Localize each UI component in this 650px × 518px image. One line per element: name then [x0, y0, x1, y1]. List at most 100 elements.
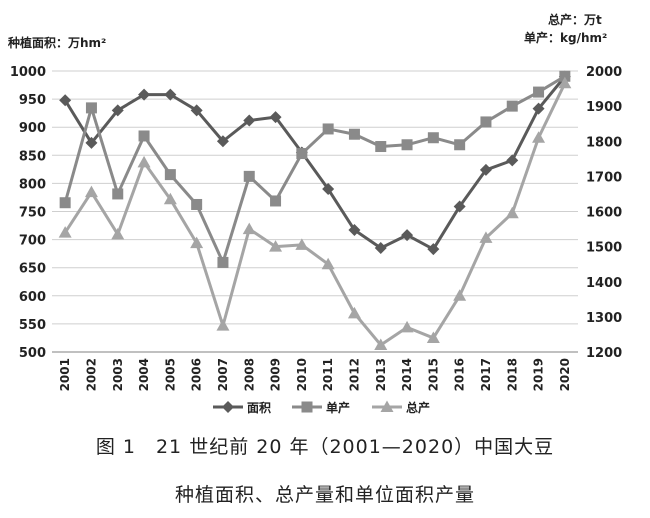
grid: [52, 70, 578, 353]
data-point-triangle: [558, 76, 572, 89]
data-point-triangle: [321, 257, 335, 270]
left-tick-label: 750: [19, 206, 46, 221]
data-point-diamond: [374, 242, 387, 255]
x-tick-label: 2008: [242, 358, 256, 391]
legend-label: 总产: [406, 400, 430, 415]
data-point-square: [138, 130, 150, 142]
data-point-diamond: [243, 114, 256, 127]
data-point-diamond: [348, 224, 361, 237]
x-tick-label: 2011: [321, 358, 335, 391]
data-point-triangle: [532, 131, 546, 143]
data-point-diamond: [216, 135, 229, 148]
right-tick-label: 1900: [586, 100, 622, 115]
data-point-triangle: [380, 400, 394, 412]
data-point-square: [243, 170, 255, 182]
left-tick-label: 850: [19, 149, 46, 164]
series-layer: [58, 70, 572, 350]
left-axis-ticks: 500 550 600 650 700 750 800 850 900 950 1000: [10, 65, 46, 361]
data-point-square: [454, 139, 466, 151]
x-tick-label: 2006: [190, 358, 204, 391]
x-tick-label: 2001: [58, 358, 72, 391]
data-point-square: [375, 141, 387, 153]
right-tick-label: 1500: [586, 241, 622, 256]
right-tick-label: 2000: [586, 65, 622, 80]
data-point-square: [480, 116, 492, 128]
data-point-triangle: [374, 338, 388, 350]
data-point-triangle: [479, 231, 493, 243]
x-tick-label: 2007: [216, 358, 230, 391]
legend-label: 单产: [326, 400, 350, 415]
legend: 面积 单产 总产: [213, 400, 430, 415]
x-tick-label: 2019: [532, 358, 546, 391]
right-axis-title-production: 总产：万t: [548, 12, 602, 27]
series-square: [59, 70, 571, 268]
series-triangle: [58, 76, 572, 350]
data-point-square: [191, 198, 203, 210]
x-tick-label: 2002: [84, 358, 98, 391]
left-tick-label: 1000: [10, 65, 46, 80]
data-point-diamond: [453, 200, 466, 213]
x-tick-label: 2015: [426, 358, 440, 391]
right-tick-label: 1400: [586, 276, 622, 291]
data-point-square: [506, 100, 518, 112]
data-point-triangle: [84, 185, 98, 198]
x-axis-ticks: 2001 2002 2003 2004 2005 2006 2007 2008 2009 2010…: [58, 358, 572, 391]
legend-item: 面积: [213, 400, 271, 415]
left-tick-label: 500: [19, 346, 46, 361]
right-tick-label: 1700: [586, 170, 622, 185]
data-point-triangle: [111, 227, 125, 240]
x-tick-label: 2017: [479, 358, 493, 391]
x-tick-label: 2016: [453, 358, 467, 391]
data-point-square: [85, 102, 97, 114]
data-point-square: [322, 123, 334, 135]
data-point-triangle: [137, 155, 151, 168]
data-point-square: [401, 139, 413, 151]
data-point-square: [164, 169, 176, 181]
data-point-diamond: [222, 401, 234, 413]
data-point-triangle: [216, 319, 230, 331]
data-point-square: [296, 148, 308, 160]
data-point-triangle: [58, 226, 72, 238]
x-tick-label: 2014: [400, 358, 414, 391]
data-point-diamond: [269, 111, 282, 124]
right-tick-label: 1600: [586, 206, 622, 221]
series-diamond: [59, 70, 571, 256]
data-point-diamond: [138, 88, 151, 101]
data-point-diamond: [479, 163, 492, 176]
data-point-square: [270, 195, 282, 207]
data-point-triangle: [269, 240, 283, 252]
figure-caption-line-2: 种植面积、总产量和单位面积产量: [174, 484, 475, 506]
right-tick-label: 1800: [586, 135, 622, 150]
legend-item: 单产: [292, 400, 350, 415]
data-point-triangle: [505, 206, 519, 219]
data-point-diamond: [59, 94, 72, 107]
data-point-diamond: [427, 243, 440, 256]
data-point-square: [559, 70, 571, 82]
data-point-triangle: [190, 236, 204, 249]
x-tick-label: 2013: [374, 358, 388, 391]
legend-label: 面积: [247, 400, 271, 415]
data-point-square: [217, 256, 229, 268]
data-point-square: [112, 188, 124, 200]
right-tick-label: 1300: [586, 311, 622, 326]
left-tick-label: 800: [19, 177, 46, 192]
data-point-square: [533, 86, 545, 98]
x-tick-label: 2012: [347, 358, 361, 391]
right-tick-label: 1200: [586, 346, 622, 361]
data-point-diamond: [401, 229, 414, 242]
left-tick-label: 900: [19, 121, 46, 136]
data-point-triangle: [163, 192, 177, 205]
data-point-diamond: [322, 183, 335, 196]
data-point-triangle: [242, 222, 256, 235]
left-tick-label: 700: [19, 234, 46, 249]
line-chart: 种植面积：万hm² 总产：万t 单产：kg/hm² 500 550 600 650 70…: [7, 12, 622, 415]
data-point-triangle: [453, 289, 467, 301]
data-point-triangle: [426, 331, 440, 343]
x-tick-label: 2018: [505, 358, 519, 391]
x-tick-label: 2003: [111, 358, 125, 391]
data-point-triangle: [400, 320, 414, 333]
x-tick-label: 2020: [558, 358, 572, 391]
data-point-diamond: [111, 104, 124, 117]
x-tick-label: 2009: [269, 358, 283, 391]
left-axis-title: 种植面积：万hm²: [7, 35, 106, 50]
